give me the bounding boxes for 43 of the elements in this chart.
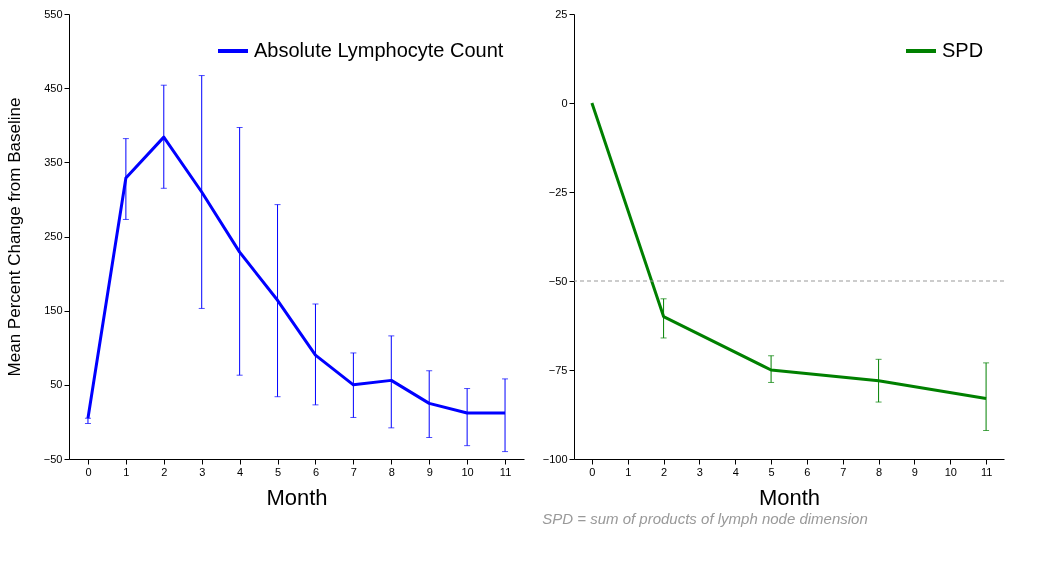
legend-label: Absolute Lymphocyte Count bbox=[254, 39, 504, 61]
y-tick-label: 150 bbox=[44, 304, 63, 317]
text: SPD = sum of products of lymph node dimension bbox=[542, 510, 868, 527]
x-tick-label: 6 bbox=[804, 465, 811, 478]
x-tick-label: 6 bbox=[312, 465, 320, 478]
x-tick-label: 4 bbox=[237, 465, 244, 478]
x-tick-label: 9 bbox=[426, 465, 433, 478]
y-tick-label: 350 bbox=[44, 155, 63, 168]
x-tick-label: 11 bbox=[499, 465, 512, 478]
y-tick-label: 25 bbox=[555, 7, 568, 20]
x-tick-label: 9 bbox=[911, 465, 918, 478]
x-axis-title: Month bbox=[758, 484, 821, 510]
y-tick-label: 250 bbox=[44, 230, 63, 242]
x-tick-label: 10 bbox=[461, 465, 474, 478]
x-tick-label: 5 bbox=[274, 465, 282, 478]
x-tick-label: 4 bbox=[732, 465, 739, 478]
x-tick-label: 0 bbox=[85, 465, 92, 478]
x-tick-label: 8 bbox=[388, 465, 395, 478]
y-axis-title: Mean Percent Change from Baseline bbox=[4, 97, 24, 377]
x-tick-label: 8 bbox=[876, 465, 883, 478]
x-tick-label: 3 bbox=[199, 465, 206, 478]
x-tick-label: 1 bbox=[123, 465, 130, 478]
y-tick-label: −25 bbox=[548, 185, 568, 198]
x-tick-label: 11 bbox=[980, 465, 993, 478]
x-tick-label: 2 bbox=[161, 465, 168, 478]
y-tick-label: −50 bbox=[43, 452, 63, 465]
x-tick-label: 10 bbox=[944, 465, 957, 478]
x-axis-title: Month bbox=[266, 484, 328, 510]
x-tick-label: 0 bbox=[589, 465, 596, 478]
y-tick-label: 50 bbox=[50, 378, 63, 391]
y-tick-label: −75 bbox=[548, 363, 568, 376]
y-tick-label: −50 bbox=[548, 274, 568, 287]
y-tick-label: 0 bbox=[561, 96, 568, 109]
legend-label: SPD bbox=[942, 39, 984, 61]
y-tick-label: −100 bbox=[542, 452, 568, 465]
x-tick-label: 1 bbox=[625, 465, 632, 478]
x-tick-label: 7 bbox=[840, 465, 847, 478]
x-tick-label: 2 bbox=[661, 465, 668, 478]
y-tick-label: 450 bbox=[44, 81, 63, 94]
x-tick-label: 5 bbox=[768, 465, 775, 478]
x-tick-label: 3 bbox=[696, 465, 703, 478]
y-tick-label: 550 bbox=[44, 7, 63, 20]
x-tick-label: 7 bbox=[350, 465, 357, 478]
